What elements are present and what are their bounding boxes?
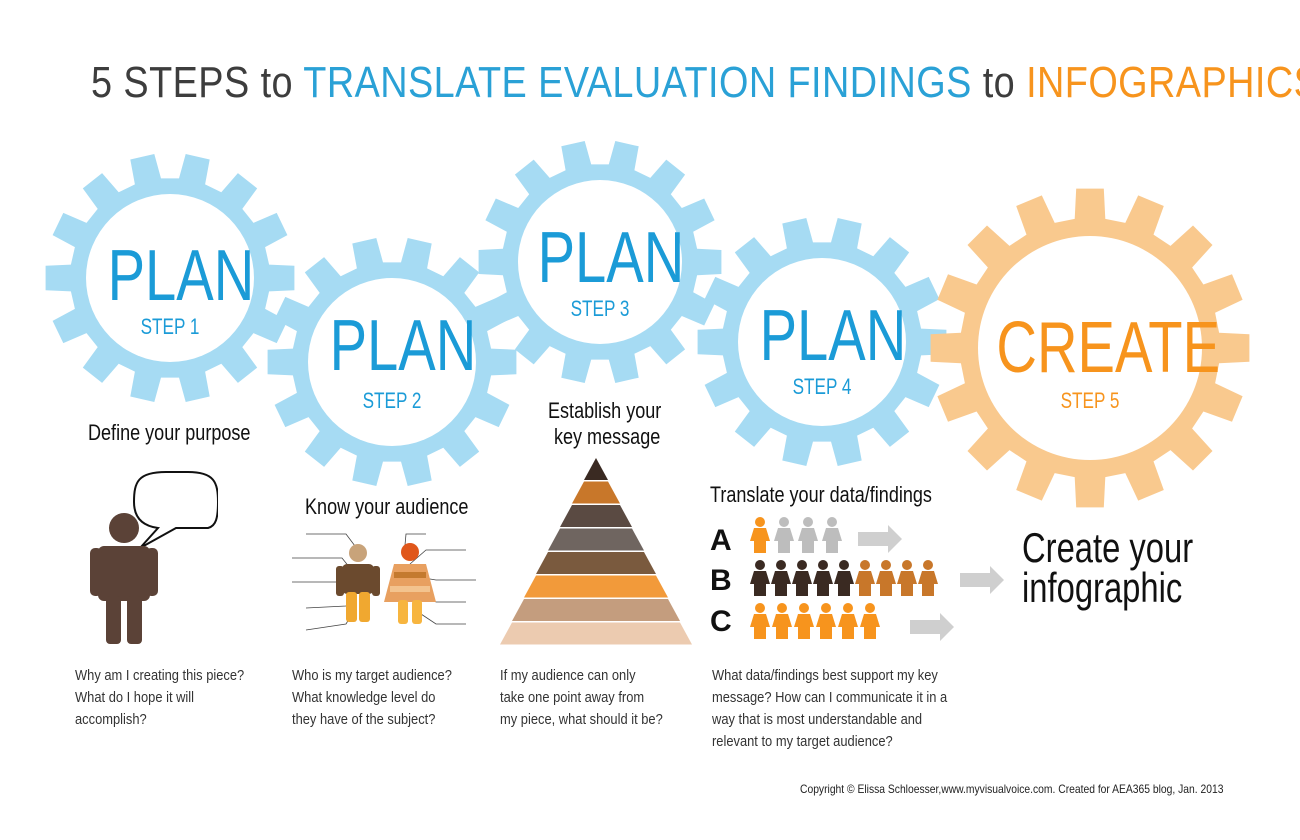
speech-bubble-icon <box>132 471 218 549</box>
step-3-heading: Establish your key message <box>548 398 662 449</box>
pyramid-band <box>584 458 608 480</box>
person-icon <box>855 560 875 596</box>
person-icon <box>918 560 938 596</box>
person-icon <box>771 560 791 596</box>
gear-5-icon <box>930 188 1250 508</box>
pyramid-band <box>536 552 656 574</box>
gear-4-text: PLAN STEP 4 <box>759 296 907 399</box>
person-icon <box>792 560 812 596</box>
person-icon <box>750 517 770 553</box>
person-icon <box>336 544 380 622</box>
arrow-right-icon <box>960 566 1004 594</box>
pyramid-band <box>560 505 632 527</box>
gear-3-text: PLAN STEP 3 <box>537 218 685 321</box>
person-icon <box>750 603 770 639</box>
gear-2-icon <box>267 238 517 486</box>
person-icon <box>384 543 436 624</box>
step-3-description: If my audience can only take one point a… <box>500 667 663 728</box>
person-icon <box>798 517 818 553</box>
row-letter-b: B <box>710 564 732 597</box>
step-2-heading: Know your audience <box>305 494 469 519</box>
step-1-heading: Define your purpose <box>88 420 251 445</box>
row-letter-a: A <box>710 524 732 557</box>
person-icon <box>834 560 854 596</box>
person-speech-illustration <box>90 471 218 644</box>
person-icon <box>794 603 814 639</box>
step-1-description: Why am I creating this piece? What do I … <box>75 667 245 728</box>
arrow-right-icon <box>910 613 954 641</box>
person-icon <box>876 560 896 596</box>
audience-illustration <box>292 533 476 631</box>
person-icon <box>772 603 792 639</box>
data-rows-graphic <box>750 517 1004 641</box>
person-icon <box>90 513 158 644</box>
step-4-description: What data/findings best support my key m… <box>712 667 948 750</box>
step-5-heading: Create your infographic <box>1022 524 1194 611</box>
gear-2-text: PLAN STEP 2 <box>329 306 477 413</box>
gear-1-text: PLAN STEP 1 <box>107 236 255 339</box>
person-icon <box>813 560 833 596</box>
person-icon <box>750 560 770 596</box>
gear-3-icon <box>478 141 722 383</box>
person-icon <box>822 517 842 553</box>
pyramid-band <box>512 599 680 621</box>
pyramid-band <box>500 622 692 645</box>
step-4-heading: Translate your data/findings <box>710 482 932 507</box>
person-icon <box>816 603 836 639</box>
gear-1-icon <box>45 154 295 402</box>
pyramid-band <box>548 528 644 551</box>
pyramid-band <box>524 575 668 598</box>
row-letter-c: C <box>710 605 732 638</box>
gear-4-icon <box>697 218 947 466</box>
step-2-description: Who is my target audience? What knowledg… <box>292 667 452 728</box>
person-icon <box>774 517 794 553</box>
gear-5-text: CREATE STEP 5 <box>996 308 1221 413</box>
copyright-text: Copyright © Elissa Schloesser,www.myvisu… <box>800 782 1224 796</box>
page-title: 5 STEPS to TRANSLATE EVALUATION FINDINGS… <box>91 58 1300 107</box>
pyramid-icon <box>500 458 692 645</box>
person-icon <box>838 603 858 639</box>
person-icon <box>860 603 880 639</box>
pyramid-band <box>572 481 620 504</box>
arrow-right-icon <box>858 525 902 553</box>
person-icon <box>897 560 917 596</box>
